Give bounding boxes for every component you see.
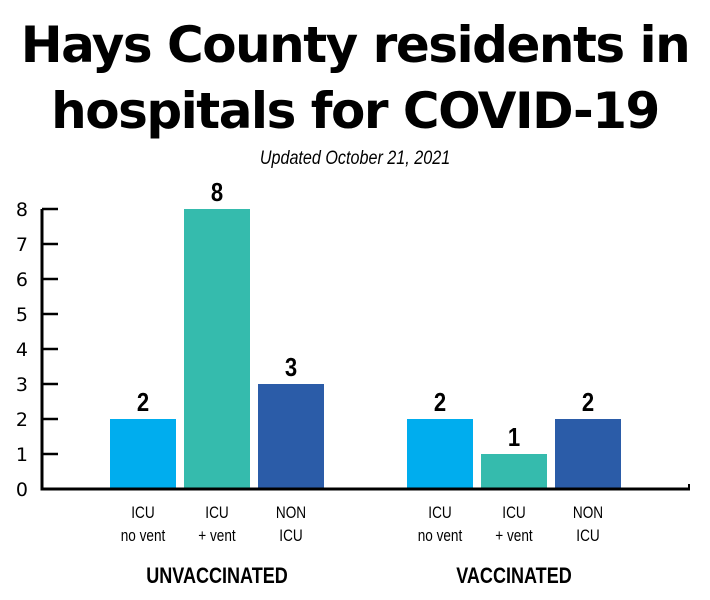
bar-vaccinated-2 [555,419,621,488]
group-label: UNVACCINATED [146,564,288,588]
category-label-line-2: ICU [279,527,302,546]
category-label-line-2: + vent [495,527,533,546]
bar-value-label: 8 [211,178,223,207]
chart-title-line-1: Hays County residents in [20,16,691,74]
bar-unvaccinated-0 [110,419,176,488]
y-tick-label: 1 [16,444,28,466]
bar-value-label: 1 [508,423,520,452]
category-label-line-2: + vent [198,527,236,546]
y-tick-label: 3 [16,374,28,396]
chart-subtitle: Updated October 21, 2021 [259,148,451,169]
bar-vaccinated-1 [481,454,547,488]
category-label-line-2: no vent [121,527,166,546]
category-label-line-1: ICU [131,504,154,523]
bar-value-label: 3 [285,353,297,382]
y-tick-label: 8 [16,199,28,221]
group-label: VACCINATED [456,564,572,588]
category-label-line-1: NON [573,504,603,523]
category-label-line-1: ICU [428,504,451,523]
chart-title-line-2: hospitals for COVID-19 [51,82,660,140]
category-label-line-1: NON [276,504,306,523]
y-tick-label: 2 [16,409,28,431]
category-label-line-2: ICU [576,527,599,546]
bar-vaccinated-0 [407,419,473,488]
y-tick-label: 0 [16,479,28,501]
y-tick-label: 7 [16,234,28,256]
category-label-line-1: ICU [502,504,525,523]
bar-value-label: 2 [582,388,594,417]
y-tick-label: 5 [16,304,28,326]
bar-value-label: 2 [434,388,446,417]
bar-unvaccinated-2 [258,384,324,488]
bar-value-label: 2 [137,388,149,417]
category-label-line-2: no vent [418,527,463,546]
category-label-line-1: ICU [205,504,228,523]
y-tick-label: 6 [16,269,28,291]
y-tick-label: 4 [16,339,28,361]
bar-unvaccinated-1 [184,209,250,488]
